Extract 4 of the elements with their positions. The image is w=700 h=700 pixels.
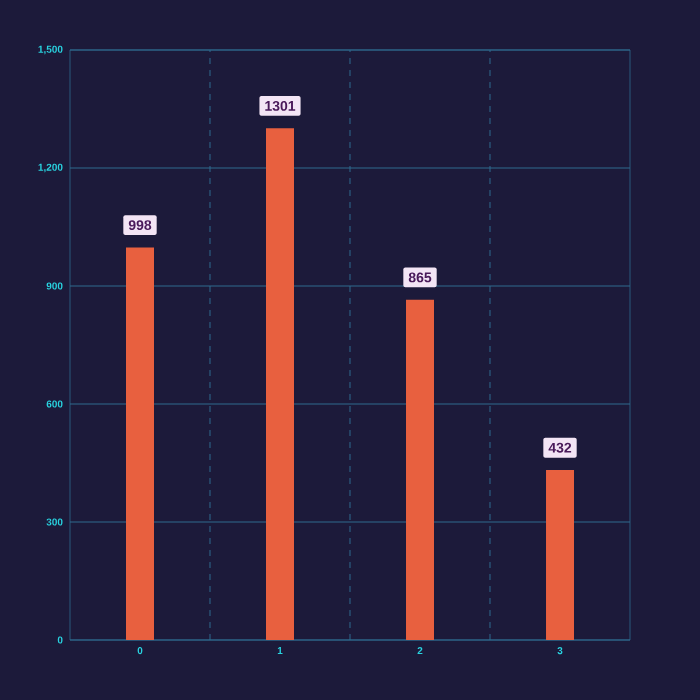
bar [266,128,295,640]
bar [126,247,155,640]
bar [406,299,435,640]
bar [546,470,575,640]
